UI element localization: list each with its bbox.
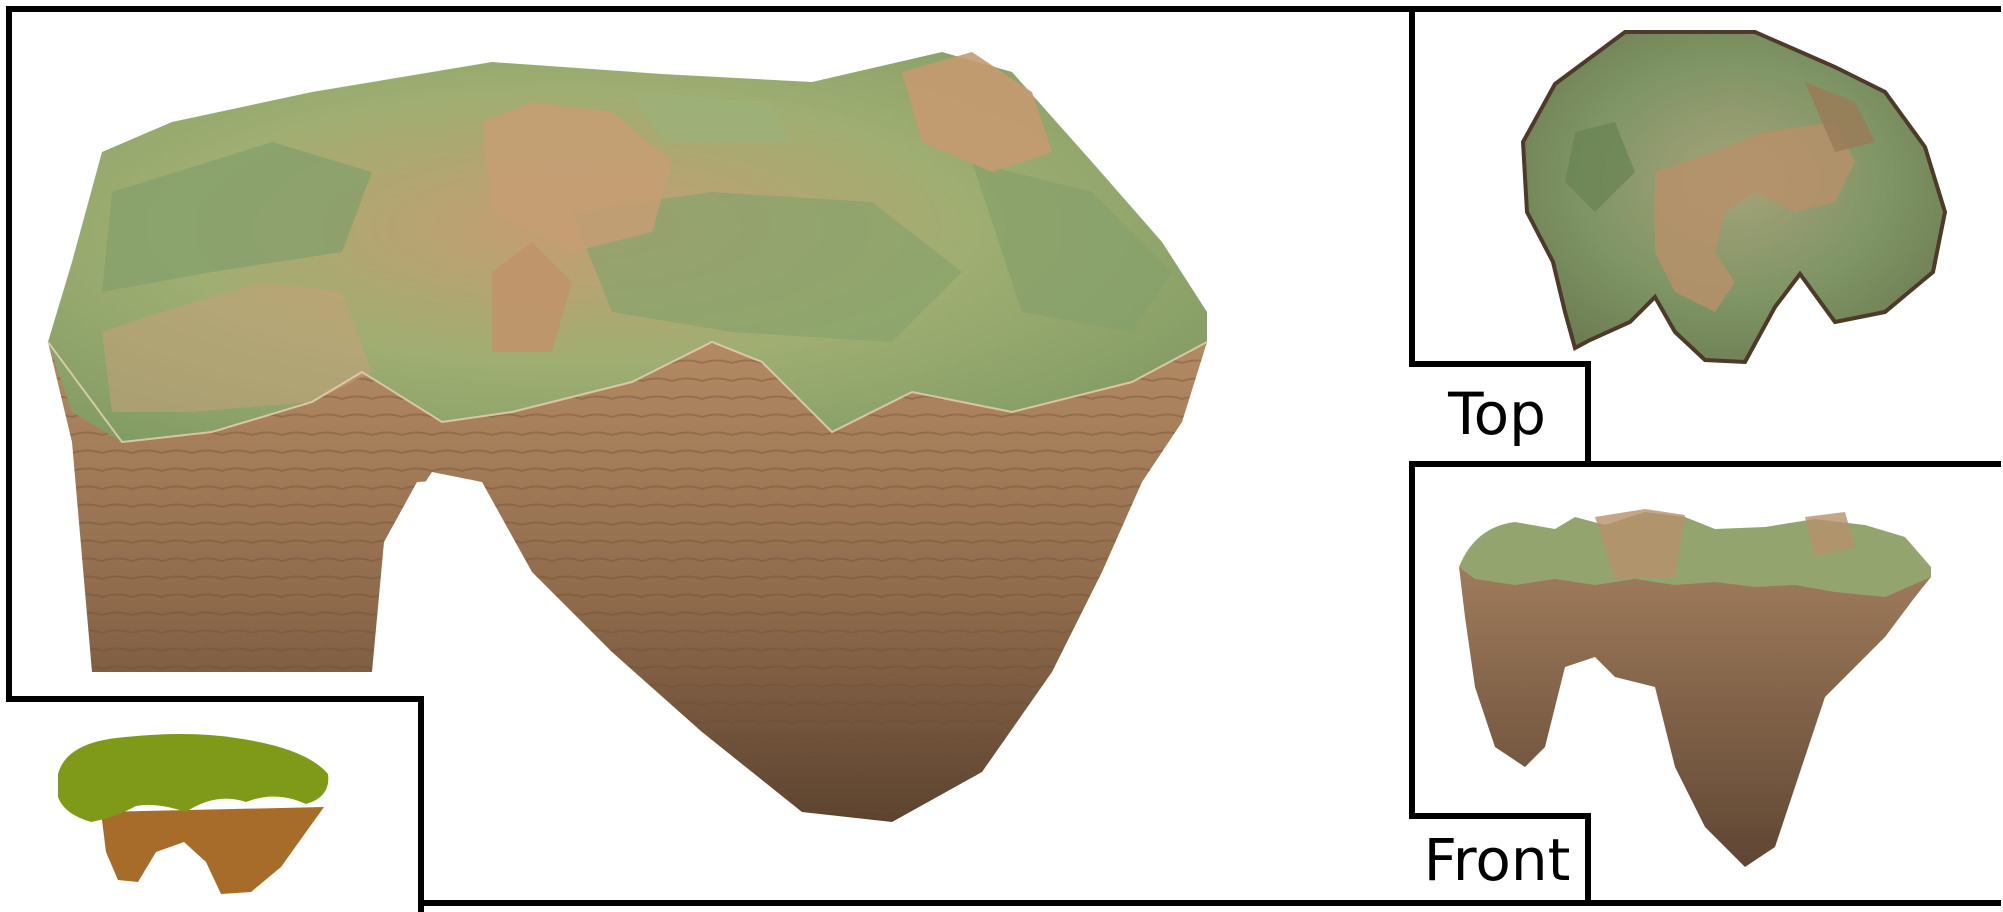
terrain-perspective-render: [47, 52, 1208, 822]
top-view-label-box: Top: [1409, 361, 1591, 467]
top-view-label: Top: [1448, 380, 1546, 448]
terrain-top-render: [1520, 30, 1948, 365]
front-view-label-box: Front: [1409, 813, 1591, 906]
top-view-panel: Top: [1409, 6, 2001, 467]
front-view-panel: Front: [1409, 461, 2001, 906]
sketch-input-icon: [58, 734, 329, 894]
sketch-inset: [6, 696, 424, 912]
terrain-front-render: [1459, 509, 1931, 867]
sketch-grass: [58, 734, 329, 822]
perspective-view-panel: [6, 6, 1415, 912]
front-view-label: Front: [1423, 825, 1571, 894]
sketch-dirt: [101, 807, 324, 894]
